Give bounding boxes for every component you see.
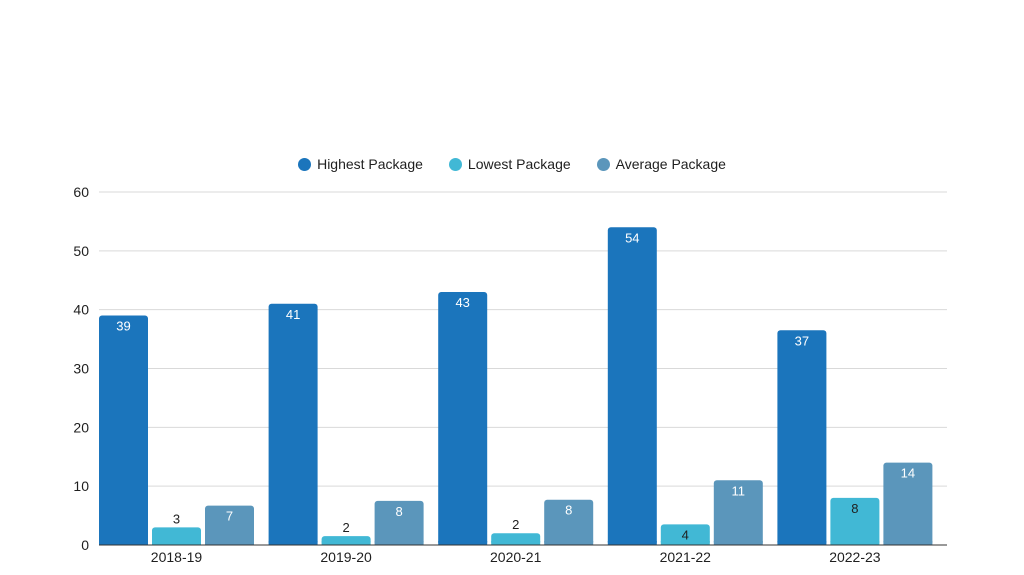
data-label: 4 <box>682 527 689 542</box>
legend-item: Lowest Package <box>448 156 571 172</box>
legend-swatch <box>448 157 462 171</box>
bar <box>660 524 710 545</box>
y-tick-label: 0 <box>81 537 89 553</box>
data-label: 2 <box>512 517 519 532</box>
data-label: 3 <box>173 511 180 526</box>
y-tick-label: 30 <box>73 361 89 377</box>
x-tick-label: 2021-22 <box>660 549 712 565</box>
bar-base <box>777 541 827 545</box>
legend-label: Lowest Package <box>467 156 571 172</box>
y-tick-label: 50 <box>73 243 89 259</box>
data-label: 54 <box>625 230 639 245</box>
legend-item: Highest Package <box>298 156 423 172</box>
bar-base <box>438 541 488 545</box>
bar <box>777 330 827 545</box>
legend-swatch <box>298 157 312 171</box>
bar <box>713 480 763 545</box>
data-label: 7 <box>226 509 233 524</box>
bar-base <box>544 541 594 545</box>
x-tick-label: 2022-23 <box>829 549 881 565</box>
bar-base <box>321 541 371 545</box>
legend-label: Average Package <box>615 156 726 172</box>
bar-base <box>99 541 148 545</box>
bar <box>883 462 933 545</box>
bar <box>830 497 880 545</box>
x-tick-label: 2019-20 <box>320 549 372 565</box>
data-label: 8 <box>851 501 858 516</box>
data-label: 14 <box>901 466 915 481</box>
chart-legend: Highest Package Lowest Package Average Pac… <box>0 156 1024 172</box>
legend-swatch <box>596 157 610 171</box>
bar <box>99 315 148 545</box>
data-label: 2 <box>342 520 349 535</box>
bar-base <box>607 541 657 545</box>
bar-base <box>152 541 201 545</box>
data-label: 11 <box>732 483 746 498</box>
data-label: 41 <box>286 307 300 322</box>
bar-base <box>883 541 933 545</box>
bar <box>374 500 424 545</box>
bar <box>268 303 318 545</box>
data-label: 37 <box>795 333 809 348</box>
legend-label: Highest Package <box>317 156 423 172</box>
data-label: 8 <box>565 503 572 518</box>
legend-item: Average Package <box>596 156 726 172</box>
bar-base <box>660 541 710 545</box>
data-label: 43 <box>455 295 469 310</box>
y-tick-label: 10 <box>73 478 89 494</box>
bar <box>544 499 594 545</box>
bar-base <box>374 541 424 545</box>
x-tick-label: 2020-21 <box>490 549 542 565</box>
bar-base <box>713 541 763 545</box>
y-tick-label: 20 <box>73 419 89 435</box>
y-tick-label: 60 <box>73 184 89 200</box>
bar-base <box>268 541 318 545</box>
bar <box>152 527 201 545</box>
data-label: 8 <box>395 504 402 519</box>
y-tick-label: 40 <box>73 302 89 318</box>
bar <box>205 505 254 545</box>
bar <box>438 292 488 545</box>
bar <box>607 227 657 546</box>
bar-base <box>205 541 254 545</box>
data-label: 39 <box>116 319 130 334</box>
bar-base <box>491 541 541 545</box>
bar-base <box>830 541 880 545</box>
x-tick-label: 2018-19 <box>151 549 203 565</box>
